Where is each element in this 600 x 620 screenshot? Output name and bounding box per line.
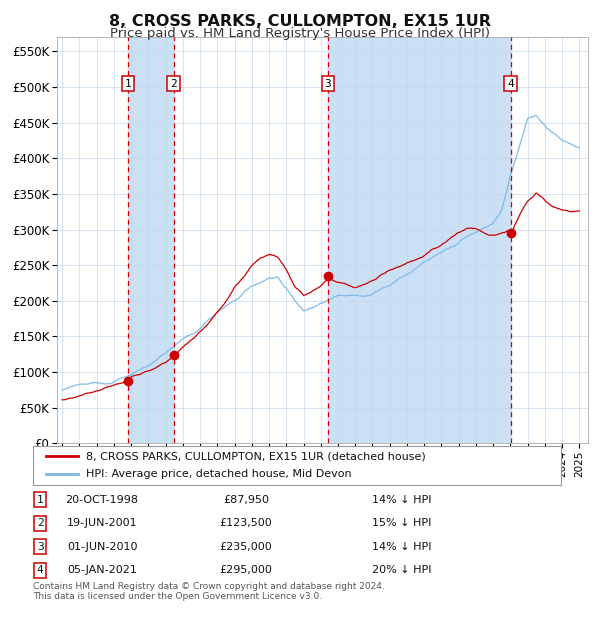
- Text: 1: 1: [124, 79, 131, 89]
- Text: 4: 4: [507, 79, 514, 89]
- Text: 14% ↓ HPI: 14% ↓ HPI: [372, 542, 432, 552]
- Text: 01-JUN-2010: 01-JUN-2010: [67, 542, 137, 552]
- Text: £235,000: £235,000: [220, 542, 272, 552]
- Bar: [328, 37, 511, 443]
- Text: Contains HM Land Registry data © Crown copyright and database right 2024.
This d: Contains HM Land Registry data © Crown c…: [33, 582, 385, 601]
- Bar: [128, 37, 173, 443]
- Text: 15% ↓ HPI: 15% ↓ HPI: [373, 518, 431, 528]
- Text: 19-JUN-2001: 19-JUN-2001: [67, 518, 137, 528]
- Text: 05-JAN-2021: 05-JAN-2021: [67, 565, 137, 575]
- Text: 4: 4: [37, 565, 44, 575]
- Text: Price paid vs. HM Land Registry's House Price Index (HPI): Price paid vs. HM Land Registry's House …: [110, 27, 490, 40]
- Text: HPI: Average price, detached house, Mid Devon: HPI: Average price, detached house, Mid …: [86, 469, 352, 479]
- Text: 2: 2: [170, 79, 177, 89]
- Text: 20% ↓ HPI: 20% ↓ HPI: [372, 565, 432, 575]
- Text: 1: 1: [37, 495, 44, 505]
- Text: 14% ↓ HPI: 14% ↓ HPI: [372, 495, 432, 505]
- Text: 3: 3: [325, 79, 331, 89]
- Text: £123,500: £123,500: [220, 518, 272, 528]
- Text: 20-OCT-1998: 20-OCT-1998: [65, 495, 139, 505]
- Text: 2: 2: [37, 518, 44, 528]
- Text: 3: 3: [37, 542, 44, 552]
- Text: £295,000: £295,000: [220, 565, 272, 575]
- Text: £87,950: £87,950: [223, 495, 269, 505]
- Text: 8, CROSS PARKS, CULLOMPTON, EX15 1UR (detached house): 8, CROSS PARKS, CULLOMPTON, EX15 1UR (de…: [86, 451, 425, 461]
- Text: 8, CROSS PARKS, CULLOMPTON, EX15 1UR: 8, CROSS PARKS, CULLOMPTON, EX15 1UR: [109, 14, 491, 29]
